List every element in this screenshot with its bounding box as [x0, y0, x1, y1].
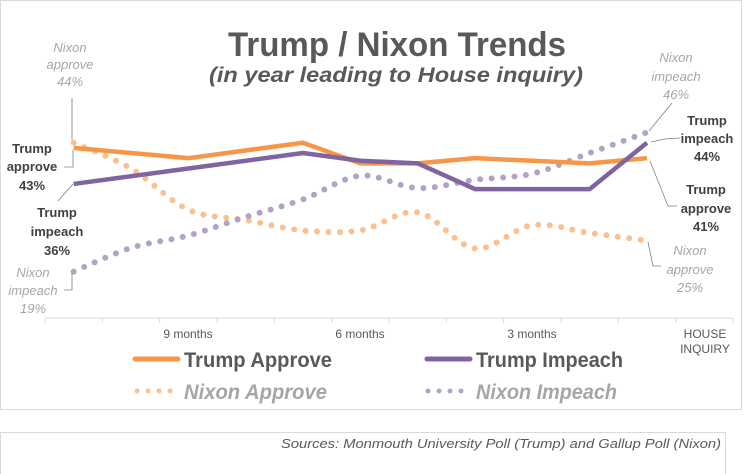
- chart-frame: [0, 0, 742, 410]
- tick-label-6-months: 6 months: [335, 327, 384, 341]
- annotation-line: Trump: [686, 182, 726, 197]
- annotation-line: Nixon: [673, 243, 706, 258]
- annotation-line: Trump: [687, 113, 727, 128]
- annotation-nixon-impeach-start: Nixon impeach 19%: [8, 265, 57, 316]
- annotation-line: 43%: [19, 178, 45, 193]
- annotation-line: impeach: [681, 131, 734, 146]
- leader-nixon-approve-end: [647, 241, 661, 267]
- x-axis-ticks: [44, 318, 734, 323]
- annotation-nixon-impeach-end: Nixon impeach 46%: [651, 50, 700, 102]
- tick-label-house: HOUSE: [684, 327, 727, 341]
- annotation-trump-impeach-end: Trump impeach 44%: [681, 113, 734, 164]
- annotation-line: 44%: [57, 74, 83, 89]
- series-line-nixon-impeach: [70, 129, 650, 275]
- tick-label-9-months: 9 months: [163, 327, 212, 341]
- annotation-line: Nixon: [53, 40, 86, 55]
- chart-title: Trump / Nixon Trends: [228, 26, 566, 64]
- annotation-line: Trump: [37, 205, 77, 220]
- leader-nixon-impeach-end: [648, 102, 673, 132]
- footer-frame: [0, 432, 726, 474]
- annotation-line: 44%: [694, 149, 720, 164]
- annotation-line: Nixon: [16, 265, 49, 280]
- annotation-nixon-approve-end: Nixon approve 25%: [667, 243, 714, 295]
- annotation-line: approve: [681, 201, 732, 216]
- leader-trump-impeach-start: [57, 183, 74, 202]
- annotation-trump-impeach-start: Trump impeach 36%: [31, 205, 84, 258]
- leader-trump-approve-start: [64, 150, 74, 168]
- series-line-nixon-approve: [70, 139, 650, 252]
- series-layer: [70, 129, 650, 275]
- annotation-line: 46%: [663, 87, 689, 102]
- legend-label-nixon-impeach: Nixon Impeach: [476, 381, 617, 404]
- annotation-nixon-approve-start: Nixon approve 44%: [47, 40, 94, 89]
- chart-subtitle: (in year leading to House inquiry): [209, 64, 583, 87]
- annotation-line: approve: [7, 159, 58, 174]
- annotation-line: impeach: [651, 69, 700, 84]
- legend-label-trump-approve: Trump Approve: [184, 349, 332, 372]
- annotation-line: approve: [667, 262, 714, 277]
- annotation-line: approve: [47, 57, 94, 72]
- annotation-line: impeach: [31, 224, 84, 239]
- tick-label-3-months: 3 months: [507, 327, 556, 341]
- annotation-line: Trump: [12, 141, 52, 156]
- annotation-line: 25%: [676, 280, 703, 295]
- annotation-line: 19%: [20, 301, 46, 316]
- annotation-line: 36%: [44, 243, 70, 258]
- series-line-trump-impeach: [73, 140, 649, 192]
- annotation-trump-approve-end: Trump approve 41%: [681, 182, 732, 234]
- leader-lines: [57, 98, 681, 291]
- leader-trump-impeach-end: [650, 137, 681, 143]
- tick-label-inquiry: INQUIRY: [680, 342, 730, 356]
- leader-nixon-impeach-start: [64, 273, 73, 291]
- annotation-line: Nixon: [659, 50, 692, 65]
- legend-label-trump-impeach: Trump Impeach: [476, 349, 623, 372]
- annotation-trump-approve-start: Trump approve 43%: [7, 141, 58, 193]
- legend-label-nixon-approve: Nixon Approve: [184, 381, 327, 404]
- annotation-line: 41%: [693, 219, 719, 234]
- legend: Trump Approve Trump Impeach Nixon Approv…: [132, 349, 623, 404]
- sources-note: Sources: Monmouth University Poll (Trump…: [281, 437, 721, 451]
- leader-trump-approve-end: [649, 160, 677, 207]
- annotation-line: impeach: [8, 283, 57, 298]
